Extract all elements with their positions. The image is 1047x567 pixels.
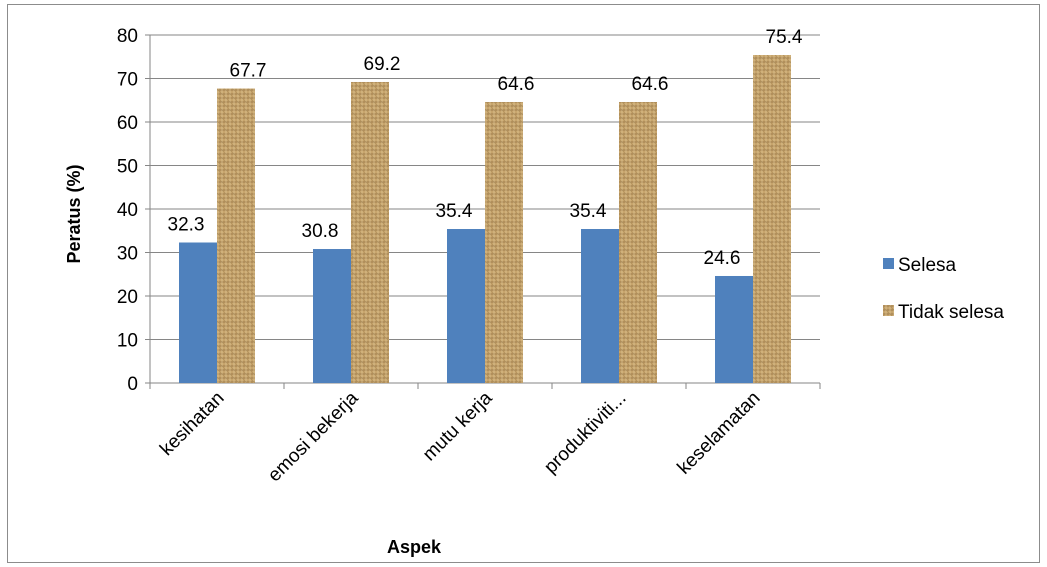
data-label-tidak-selesa: 69.2 xyxy=(364,54,401,75)
bar-tidak-selesa-produktiviti xyxy=(619,101,657,384)
x-axis-title: Aspek xyxy=(387,537,442,557)
y-tick-label: 60 xyxy=(117,113,138,134)
bar-selesa-kesihatan xyxy=(179,242,217,383)
data-label-tidak-selesa: 64.6 xyxy=(498,74,535,95)
data-label-selesa: 30.8 xyxy=(302,221,339,242)
bar-tidak-selesa-mutu-kerja xyxy=(485,101,523,384)
bar-selesa-mutu-kerja xyxy=(447,229,485,383)
y-tick-label: 30 xyxy=(117,244,138,265)
x-tick-label: kesihatan xyxy=(156,388,228,460)
data-label-selesa: 35.4 xyxy=(436,201,473,222)
y-axis-title: Peratus (%) xyxy=(64,164,84,263)
data-labels: 32.3 67.7 30.8 69.2 35.4 64.6 35.4 64.6 24.6 75.4 xyxy=(168,27,803,269)
legend-swatch-tidak-selesa xyxy=(883,305,894,316)
bar-tidak-selesa-emosi-bekerja xyxy=(351,81,389,383)
y-tick-label: 70 xyxy=(117,70,138,91)
bar-tidak-selesa-kesihatan xyxy=(217,88,255,383)
bar-tidak-selesa-keselamatan xyxy=(753,55,791,383)
legend-swatch-selesa xyxy=(883,258,894,269)
x-tick-label: emosi bekerja xyxy=(264,387,363,486)
y-tick-label: 80 xyxy=(117,26,138,47)
data-label-selesa: 35.4 xyxy=(570,201,607,222)
x-tick-label: produktiviti... xyxy=(540,388,630,478)
bar-selesa-emosi-bekerja xyxy=(313,249,351,383)
data-label-tidak-selesa: 75.4 xyxy=(766,27,803,48)
data-label-selesa: 24.6 xyxy=(704,248,741,269)
y-tick-label: 0 xyxy=(127,374,138,395)
data-label-selesa: 32.3 xyxy=(168,214,205,235)
bar-selesa-produktiviti xyxy=(581,229,619,383)
y-tick-label: 50 xyxy=(117,157,138,178)
y-tick-label: 10 xyxy=(117,331,138,352)
y-tick-label: 20 xyxy=(117,287,138,308)
bar-selesa-keselamatan xyxy=(715,275,753,383)
x-tick-label: mutu kerja xyxy=(419,387,497,465)
y-tick-label: 40 xyxy=(117,200,138,221)
data-label-tidak-selesa: 64.6 xyxy=(632,74,669,95)
legend-label-tidak-selesa: Tidak selesa xyxy=(898,302,1004,323)
bars xyxy=(179,55,791,384)
legend: Selesa Tidak selesa xyxy=(883,255,1004,323)
data-label-tidak-selesa: 67.7 xyxy=(230,61,267,82)
x-tick-label: keselamatan xyxy=(674,388,765,479)
legend-label-selesa: Selesa xyxy=(898,255,957,276)
